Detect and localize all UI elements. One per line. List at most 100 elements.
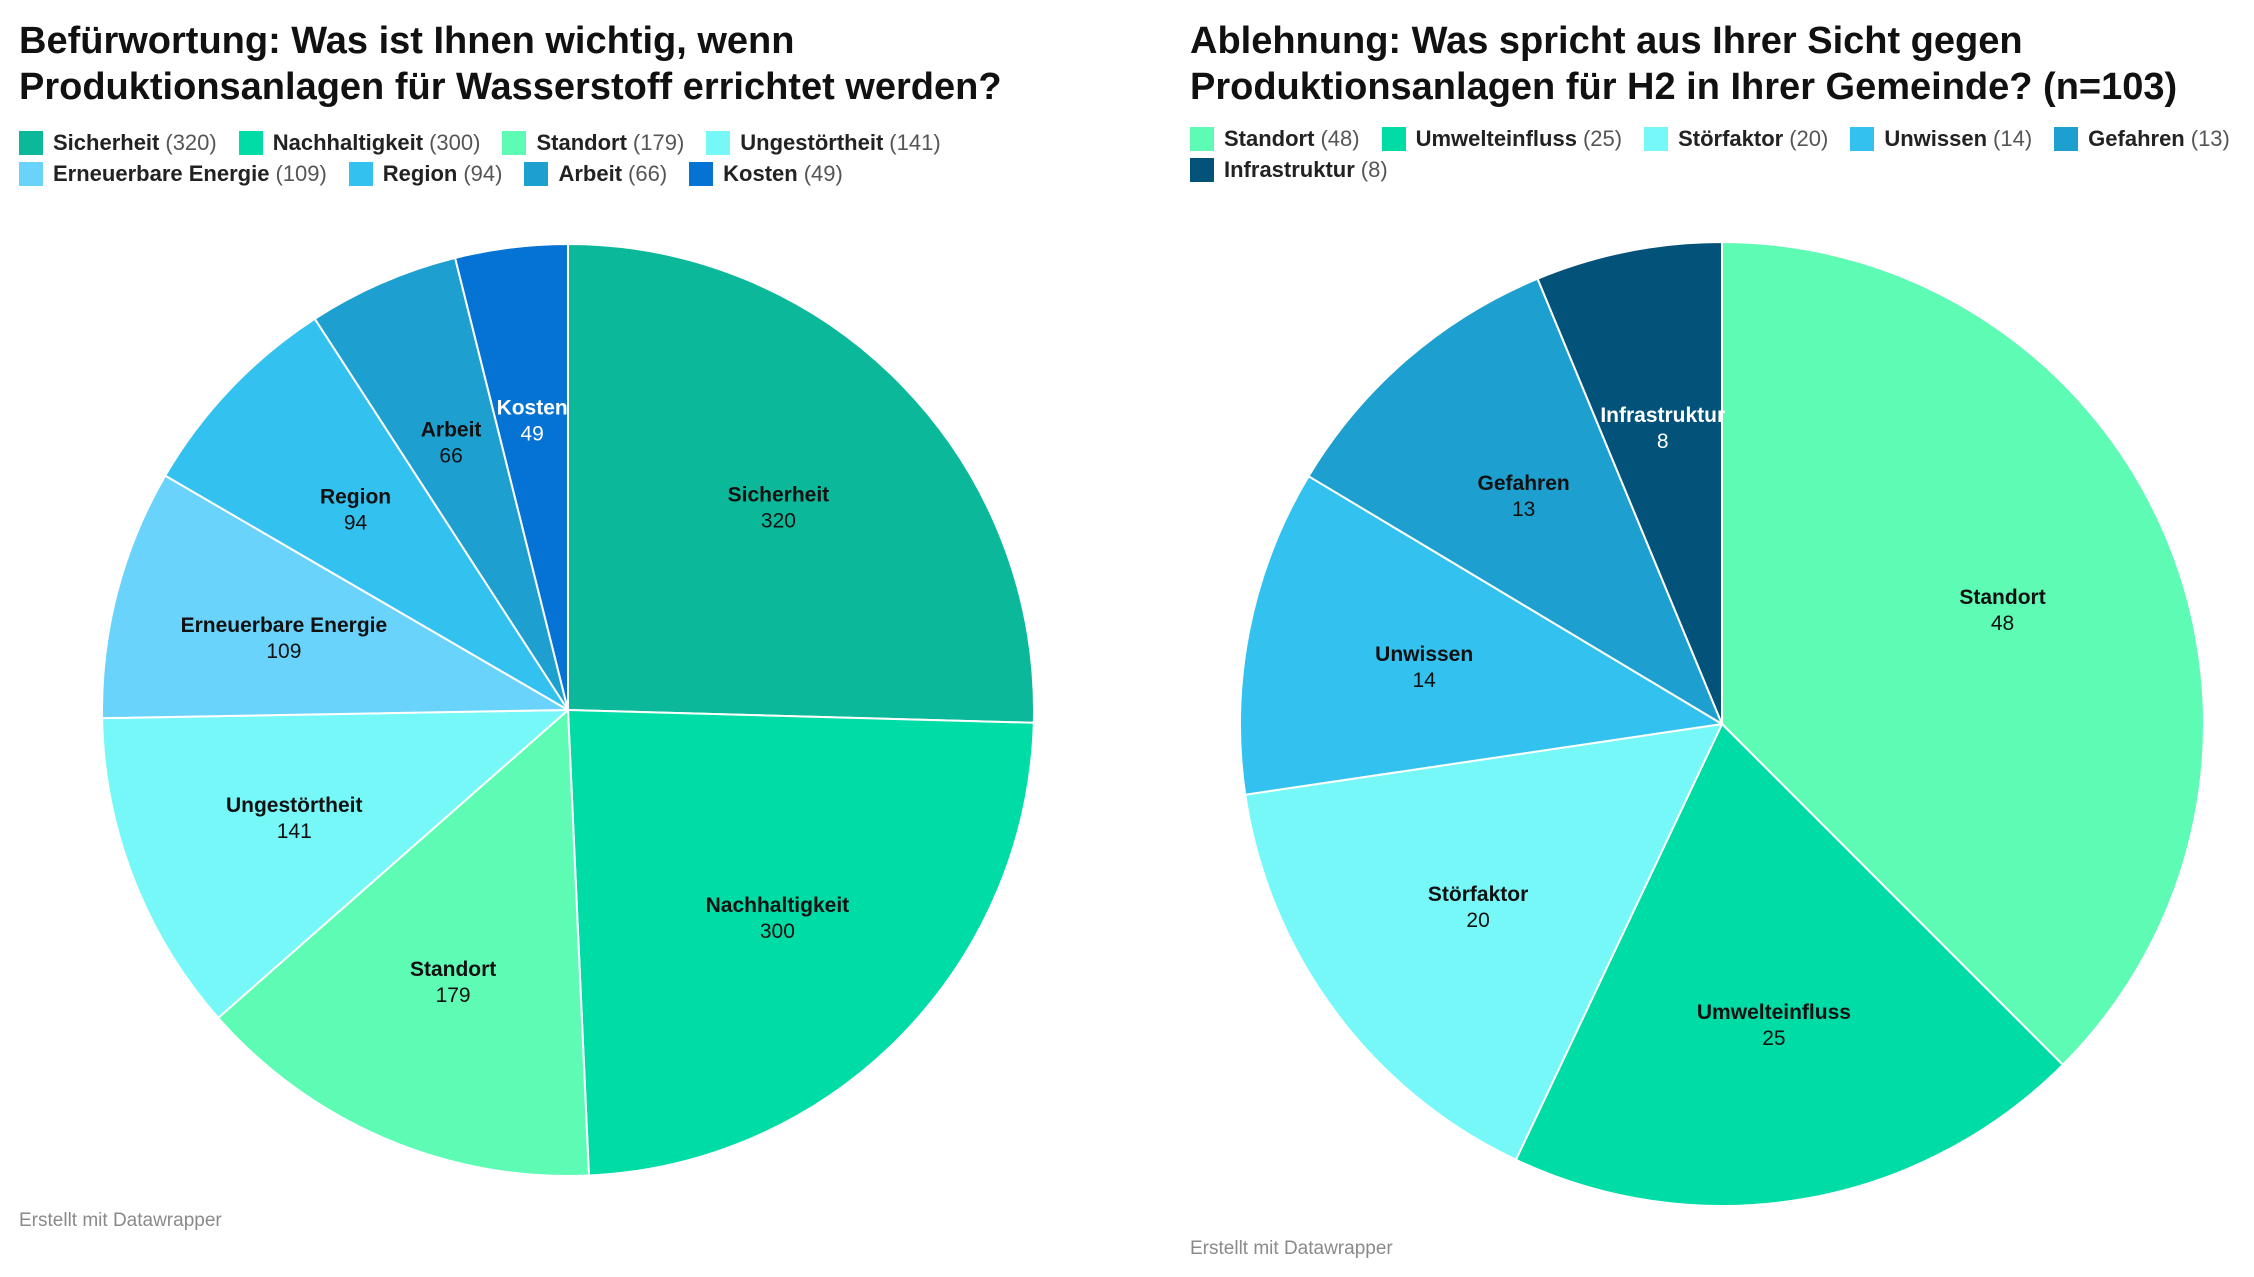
legend-swatch	[1190, 126, 1214, 151]
chart-legend: Sicherheit (320) Nachhaltigkeit (300) Stando…	[19, 128, 1019, 188]
pie-slice-nachhaltigkeit	[566, 708, 1035, 1177]
legend-item-störfaktor: Störfaktor (20)	[1644, 124, 1828, 153]
pie-slice-arbeit	[313, 256, 569, 711]
legend-item-region: Region (94)	[348, 159, 503, 188]
legend-swatch	[1190, 157, 1214, 182]
slice-value: 109	[266, 640, 301, 663]
slice-label: Erneuerbare Energie	[181, 614, 388, 637]
legend-swatch	[1850, 126, 1875, 151]
legend-item-sicherheit: Sicherheit (320)	[19, 128, 217, 157]
pie-chart: Sicherheit 320 Nachhaltigkeit 300 Standort 17…	[101, 242, 1035, 1177]
pie-slice-gefahren	[1307, 277, 1725, 727]
slice-value: 8	[1657, 430, 1669, 453]
pie-chart: Standort 48 Umwelteinfluss 25 Störfaktor 20 Un…	[1239, 240, 2206, 1207]
legend-count: (300)	[429, 130, 481, 155]
slice-label: Sicherheit	[728, 483, 830, 506]
legend-label: Sicherheit	[53, 130, 160, 155]
slice-label: Unwissen	[1375, 643, 1473, 666]
pie-slice-region	[163, 317, 569, 711]
legend-count: (13)	[2190, 126, 2230, 151]
slice-value: 320	[761, 509, 796, 532]
slice-value: 300	[760, 920, 795, 943]
slice-label: Kosten	[497, 397, 568, 420]
slice-label: Nachhaltigkeit	[706, 894, 850, 917]
slice-value: 48	[1991, 612, 2014, 635]
legend-label: Region	[382, 161, 458, 186]
legend-item-unwissen: Unwissen (14)	[1850, 124, 2032, 153]
legend-item-erneuerbare-energie: Erneuerbare Energie (109)	[19, 159, 327, 188]
legend-label: Standort	[1224, 126, 1315, 151]
legend-label: Kosten	[723, 161, 798, 186]
legend-swatch	[1381, 126, 1406, 151]
legend-item-ungestörtheit: Ungestörtheit (141)	[706, 128, 941, 157]
slice-label: Standort	[410, 958, 496, 981]
legend-item-gefahren: Gefahren (13)	[2054, 124, 2230, 153]
legend-swatch	[524, 161, 549, 186]
legend-item-kosten: Kosten (49)	[689, 159, 843, 188]
legend-count: (66)	[628, 161, 668, 186]
legend-label: Standort	[536, 130, 627, 155]
legend-label: Ungestörtheit	[740, 130, 884, 155]
legend-label: Nachhaltigkeit	[272, 130, 424, 155]
legend-swatch	[348, 161, 373, 186]
slice-value: 66	[439, 445, 462, 468]
pie-slice-ungestörtheit	[101, 708, 571, 1020]
legend-label: Infrastruktur	[1224, 157, 1355, 182]
slice-label: Region	[320, 485, 391, 508]
credit-footer: Erstellt mit Datawrapper	[19, 1210, 222, 1231]
legend-label: Arbeit	[558, 161, 623, 186]
pie-slice-standort	[216, 707, 590, 1177]
legend-count: (25)	[1582, 126, 1623, 151]
legend-swatch	[706, 130, 731, 155]
legend-label: Gefahren	[2088, 126, 2185, 151]
legend-swatch	[2054, 126, 2079, 151]
pie-slice-standort	[1721, 240, 2206, 1067]
legend-item-standort: Standort (179)	[502, 128, 684, 157]
pie-slice-kosten	[453, 242, 569, 711]
legend-label: Erneuerbare Energie	[53, 161, 270, 186]
legend-count: (48)	[1320, 126, 1360, 151]
slice-value: 179	[436, 984, 471, 1007]
slice-value: 20	[1466, 909, 1489, 932]
pie-slice-unwissen	[1239, 474, 1725, 796]
slice-label: Ungestörtheit	[226, 794, 363, 817]
pie-slice-sicherheit	[567, 242, 1035, 724]
slice-label: Infrastruktur	[1600, 404, 1725, 427]
chart-title: Ablehnung: Was spricht aus Ihrer Sicht g…	[1190, 20, 2178, 108]
chart-title: Befürwortung: Was ist Ihnen wichtig, wen…	[19, 20, 1002, 108]
chart-legend: Standort (48) Umwelteinfluss (25) Störfaktor…	[1190, 124, 2250, 184]
slice-value: 13	[1512, 498, 1535, 521]
legend-count: (109)	[275, 161, 327, 186]
legend-count: (14)	[1993, 126, 2033, 151]
legend-count: (94)	[463, 161, 503, 186]
legend-item-umwelteinfluss: Umwelteinfluss (25)	[1381, 124, 1623, 153]
legend-item-infrastruktur: Infrastruktur (8)	[1190, 155, 1388, 184]
legend-item-arbeit: Arbeit (66)	[524, 159, 667, 188]
slice-value: 94	[344, 511, 368, 534]
legend-swatch	[238, 130, 263, 155]
legend-count: (179)	[632, 130, 685, 155]
legend-count: (141)	[889, 130, 941, 155]
legend-count: (49)	[803, 161, 843, 186]
legend-count: (20)	[1789, 126, 1829, 151]
legend-label: Störfaktor	[1678, 126, 1784, 151]
pie-slice-störfaktor	[1244, 722, 1724, 1162]
slice-value: 49	[520, 423, 543, 446]
legend-count: (8)	[1360, 157, 1388, 182]
legend-label: Unwissen	[1884, 126, 1988, 151]
legend-swatch	[19, 130, 43, 155]
slice-value: 25	[1762, 1027, 1785, 1050]
legend-item-nachhaltigkeit: Nachhaltigkeit (300)	[238, 128, 481, 157]
slice-label: Störfaktor	[1428, 883, 1528, 906]
chart-panel-right: Ablehnung: Was spricht aus Ihrer Sicht g…	[1170, 0, 2254, 1277]
legend-swatch	[502, 130, 527, 155]
slice-value: 14	[1412, 669, 1436, 692]
legend-item-standort: Standort (48)	[1190, 124, 1360, 153]
pie-slice-erneuerbare-energie	[101, 474, 572, 720]
slice-label: Gefahren	[1478, 472, 1570, 495]
pie-slice-infrastruktur	[1536, 240, 1723, 725]
slice-label: Arbeit	[421, 419, 482, 442]
legend-swatch	[689, 161, 714, 186]
slice-value: 141	[277, 820, 312, 843]
credit-footer: Erstellt mit Datawrapper	[1190, 1238, 1393, 1259]
